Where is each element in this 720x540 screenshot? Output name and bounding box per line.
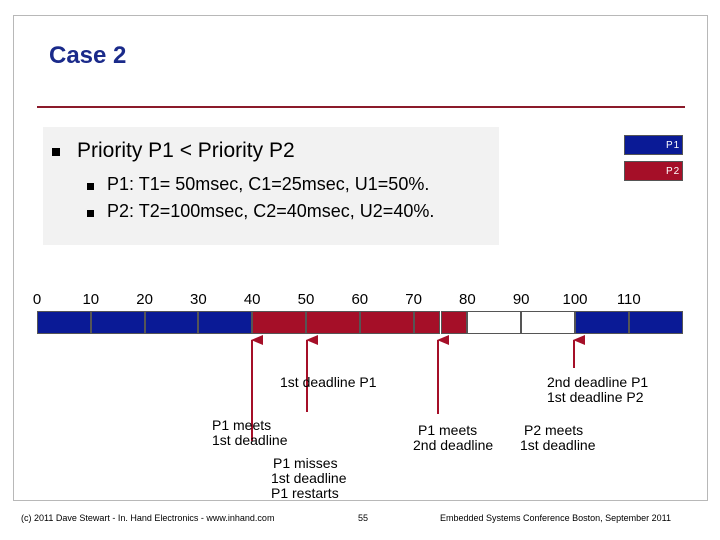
timeline-tick-label: 40 <box>243 291 261 308</box>
annotation-p1-meets-2nd: 2nd deadline <box>413 437 494 453</box>
bullet-sub-p1: P1: T1= 50msec, C1=25msec, U1=50%. <box>107 174 430 194</box>
annotation-p2-meets: P2 meets <box>524 422 584 438</box>
annotation-p1-misses: P1 misses <box>273 455 338 471</box>
bullet-main: Priority P1 < Priority P2 <box>77 139 295 162</box>
footer-page-number: 55 <box>358 513 369 523</box>
annotation-p1-meets: P1 meets <box>212 417 272 433</box>
footer-conference: Embedded Systems Conference Boston, Sept… <box>440 513 671 523</box>
legend-label-p1: P1 <box>666 140 681 151</box>
timeline-tick-label: 30 <box>190 291 207 308</box>
timeline-tick-label: 10 <box>82 291 100 308</box>
legend-label-p2: P2 <box>666 166 681 177</box>
timeline-segment-p2 <box>413 311 441 334</box>
timeline-tick-label: 20 <box>136 291 153 308</box>
title-divider <box>37 106 685 108</box>
slide-title: Case 2 <box>49 42 127 69</box>
timeline-segment-p2 <box>306 311 360 334</box>
legend-swatch-p2 <box>624 161 683 181</box>
timeline-tick-label: 80 <box>459 291 476 308</box>
timeline-segment-p2 <box>440 311 468 334</box>
timeline-segment-p1 <box>144 311 199 334</box>
timeline-segment-p2 <box>359 311 414 334</box>
timeline-tick-label: 60 <box>351 291 369 308</box>
bullet-square-icon <box>87 210 94 217</box>
annotation-1st-deadline-p1: 1st deadline P1 <box>280 374 377 390</box>
timeline-tick-label: 0 <box>32 291 42 308</box>
bullet-sub-p2: P2: T2=100msec, C2=40msec, U2=40%. <box>107 201 435 221</box>
bullet-square-icon <box>52 148 60 156</box>
timeline-segment-p2 <box>252 311 306 334</box>
annotation-2nd-deadline-p1: 2nd deadline P1 <box>547 374 649 390</box>
slide-frame <box>13 15 708 501</box>
timeline-tick-label: 50 <box>297 291 315 308</box>
timeline-tick-label: 70 <box>405 291 422 308</box>
timeline-tick-label: 110 <box>616 291 641 308</box>
bullet-square-icon <box>87 183 94 190</box>
timeline-segment-p1 <box>37 311 91 334</box>
timeline-segment-p1 <box>90 311 145 334</box>
annotation-p1-meets-1st: 1st deadline <box>212 432 288 448</box>
timeline-tick-label: 100 <box>562 291 588 308</box>
footer-copyright: (c) 2011 Dave Stewart - In. Hand Electro… <box>21 513 275 523</box>
legend-swatch-p1 <box>624 135 683 155</box>
annotation-p1-restarts: P1 restarts <box>271 485 339 501</box>
timeline-segment-p1 <box>628 311 683 334</box>
annotation-p1-meets-2: P1 meets <box>418 422 478 438</box>
timeline-segment-idle <box>467 311 522 334</box>
timeline-segment-idle <box>521 311 575 334</box>
timeline-segment-p1 <box>198 311 253 334</box>
timeline-segment-p1 <box>575 311 629 334</box>
annotation-1st-deadline-p2: 1st deadline P2 <box>547 389 644 405</box>
annotation-p2-meets-1st: 1st deadline <box>520 437 596 453</box>
bullet-box <box>43 127 499 245</box>
timeline-tick-label: 90 <box>512 291 530 308</box>
annotation-p1-misses-1st: 1st deadline <box>271 470 347 486</box>
